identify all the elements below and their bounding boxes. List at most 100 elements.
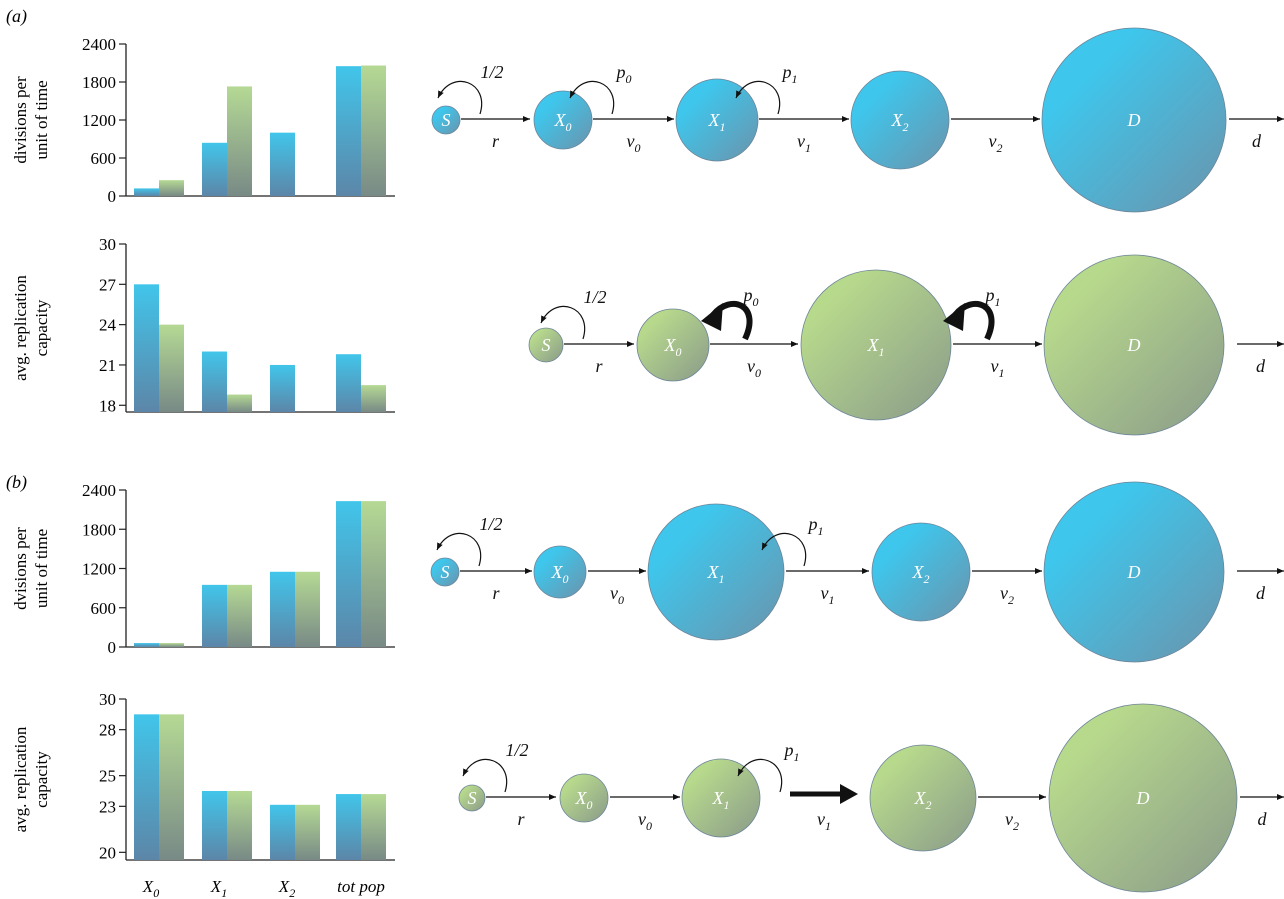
- chart-4: 20 23 25 28 30 avg. replication capacity: [11, 690, 395, 862]
- y-tick-label: 30: [99, 690, 116, 709]
- diagram-4-green: S X0 X1 X2 Dr v0 v1 v2 d 1/2 p1: [458, 703, 1284, 893]
- bar-green-x2: [295, 571, 320, 647]
- self-loop-arrow: [737, 758, 783, 793]
- diagram-3-blue: S X0 X1 X2 Dr v0 v1 v2 d 1/2 p1: [430, 481, 1284, 663]
- node-label: D: [1127, 562, 1141, 582]
- self-loop-p1: p1: [737, 740, 800, 793]
- node-x1: X1: [675, 78, 759, 162]
- node-circle: [431, 105, 461, 135]
- transition-v0: v0: [610, 794, 680, 833]
- node-label: X2: [912, 562, 930, 586]
- transition-label: r: [517, 809, 525, 829]
- self-loop-arrow: [436, 532, 482, 567]
- node-x1: X1: [647, 503, 785, 641]
- transition-label: d: [1256, 583, 1266, 603]
- chart-1: 0 600 1200 1800 2400 divisions per unit of tim…: [11, 35, 395, 206]
- transition-v2: v2: [951, 116, 1040, 155]
- bar-blue-x0: [134, 188, 159, 196]
- chart-3: 0 600 1200 1800 2400 dvisions per unit of time: [11, 481, 395, 657]
- bar-green-tot-pop: [361, 794, 386, 860]
- diagram-2-green: S X0 X1 Dr v0 v1 d 1/2 p0 p1: [528, 254, 1284, 436]
- node-x0: X0: [636, 308, 710, 382]
- y-tick-label: 0: [108, 638, 117, 657]
- self-loop-label: p1: [783, 740, 800, 764]
- bar-blue-x1: [202, 791, 227, 860]
- bar-blue-x2: [270, 364, 295, 412]
- node-d: D: [1043, 254, 1225, 436]
- bar-blue-x1: [202, 584, 227, 647]
- self-loop-label: 1/2: [480, 62, 503, 82]
- transition-v0: v0: [593, 116, 674, 155]
- self-loop-p0: p0: [701, 285, 759, 341]
- node-label: X1: [712, 788, 730, 812]
- node-label: X1: [708, 110, 726, 134]
- self-loop-arrow: [569, 80, 615, 115]
- transition-label: v0: [610, 583, 624, 607]
- y-tick-label: 1800: [82, 73, 116, 92]
- self-loop-p0: p0: [569, 62, 632, 115]
- bar-blue-x0: [134, 643, 159, 647]
- transition-label: v2: [1000, 583, 1014, 607]
- diagram-1-blue: S X0 X1 X2 Dr v0 v1 v2 d 1/2 p0 p1: [431, 27, 1284, 213]
- bar-blue-x1: [202, 142, 227, 196]
- transition-label: r: [595, 356, 603, 376]
- self-loop-label: p1: [807, 514, 824, 538]
- transition-d: d: [1240, 794, 1284, 829]
- transition-r: r: [460, 568, 532, 603]
- transition-v1: v1: [786, 568, 869, 607]
- node-circle: [559, 773, 609, 823]
- bar-green-x1: [227, 584, 252, 647]
- self-loop-1-2: 1/2: [462, 740, 529, 793]
- transition-v1: v1: [953, 341, 1042, 380]
- transition-v0: v0: [588, 568, 646, 607]
- bar-green-x2: [295, 804, 320, 860]
- y-axis-label: divisions per unit of time: [11, 76, 51, 164]
- y-tick-label: 2400: [82, 35, 116, 54]
- bar-blue-tot-pop: [336, 794, 361, 860]
- node-s: S: [458, 784, 486, 812]
- bar-charts: 0 600 1200 1800 2400 divisions per unit of tim…: [11, 35, 395, 899]
- self-loop-label: 1/2: [505, 740, 528, 760]
- bar-green-x1: [227, 86, 252, 196]
- self-loop-p1: p1: [761, 514, 824, 567]
- transition-label: d: [1252, 131, 1262, 151]
- bar-green-x0: [159, 180, 184, 196]
- y-tick-label: 25: [99, 767, 116, 786]
- self-loop-label: p1: [984, 285, 1001, 309]
- transition-label: v1: [821, 583, 835, 607]
- node-circle: [528, 327, 564, 363]
- bar-blue-tot-pop: [336, 354, 361, 412]
- transition-r: r: [564, 341, 634, 376]
- bar-green-tot-pop: [361, 65, 386, 197]
- panel-label-b: (b): [6, 472, 27, 493]
- transition-v2: v2: [972, 568, 1042, 607]
- transition-label: d: [1256, 356, 1266, 376]
- node-circle: [533, 90, 593, 150]
- node-label: X1: [867, 335, 885, 359]
- self-loop-label: 1/2: [583, 287, 606, 307]
- node-circle: [1048, 703, 1238, 893]
- y-axis-label: avg. replication capacity: [11, 275, 51, 381]
- y-tick-label: 1800: [82, 520, 116, 539]
- node-x1: X1: [681, 758, 761, 838]
- self-loop-arrow: [761, 532, 807, 567]
- y-axis-label: dvisions per unit of time: [11, 527, 51, 610]
- node-circle: [636, 308, 710, 382]
- y-tick-label: 27: [99, 275, 117, 294]
- node-circle: [681, 758, 761, 838]
- transition-label: d: [1258, 809, 1268, 829]
- transition-label: v1: [797, 131, 811, 155]
- node-label: D: [1136, 788, 1150, 808]
- node-x1: X1: [800, 269, 952, 421]
- node-label: X0: [551, 562, 569, 586]
- chart-2: 18 21 24 27 30 avg. replication capacity: [11, 235, 395, 415]
- self-loop-1-2: 1/2: [437, 62, 504, 115]
- node-s: S: [528, 327, 564, 363]
- transition-d: d: [1237, 341, 1284, 376]
- transition-d: d: [1237, 568, 1284, 603]
- node-label: S: [542, 335, 551, 355]
- bar-green-tot-pop: [361, 385, 386, 412]
- node-s: S: [431, 105, 461, 135]
- node-label: D: [1127, 335, 1141, 355]
